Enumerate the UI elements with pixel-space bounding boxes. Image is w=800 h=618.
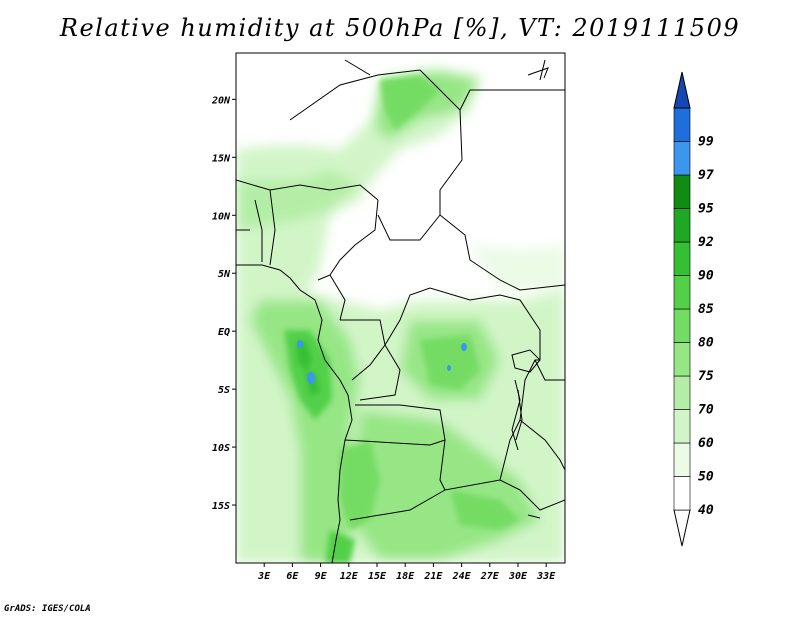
lat-tick-label: 5S [218, 385, 230, 396]
colorbar-swatch [673, 208, 691, 243]
longitude-axis: 3E 6E 9E 12E 15E 18E 21E 24E 27E 30E 33E [257, 563, 556, 582]
colorbar-swatch [673, 275, 691, 310]
colorbar-swatch [673, 241, 691, 276]
lat-tick-label: 10N [212, 211, 231, 222]
colorbar-bottom-arrow [673, 509, 691, 547]
lon-tick-label: 12E [340, 571, 359, 582]
lat-tick-label: 15S [212, 501, 230, 512]
map-frame [235, 52, 566, 564]
lat-tick-label: 5N [218, 269, 231, 280]
colorbar: 40 50 60 70 75 80 85 90 92 95 97 99 [673, 71, 714, 547]
colorbar-swatch [673, 375, 691, 410]
colorbar-swatch [673, 174, 691, 209]
lon-tick-label: 3E [257, 571, 271, 582]
colorbar-label: 92 [698, 235, 714, 250]
colorbar-label: 75 [698, 369, 714, 384]
latitude-axis: 20N 15N 10N 5N EQ 5S 10S 15S [211, 95, 236, 512]
lon-tick-label: 30E [508, 571, 528, 582]
lon-tick-label: 9E [315, 571, 328, 582]
colorbar-label: 99 [698, 135, 714, 150]
grads-credit: GrADS: IGES/COLA [4, 604, 91, 614]
colorbar-swatch [673, 141, 691, 176]
colorbar-swatch [673, 442, 691, 477]
colorbar-label: 70 [698, 403, 714, 418]
colorbar-label: 40 [698, 503, 714, 518]
colorbar-swatch [673, 476, 691, 511]
lon-tick-label: 18E [396, 571, 415, 582]
colorbar-label: 97 [698, 168, 714, 183]
lon-tick-label: 33E [536, 571, 556, 582]
humidity-field [236, 53, 565, 563]
colorbar-label: 80 [698, 336, 714, 351]
colorbar-swatch [673, 107, 691, 142]
colorbar-label: 90 [698, 269, 714, 284]
lat-tick-label: 20N [211, 95, 231, 106]
lat-tick-label: 10S [212, 443, 230, 454]
map-title: Relative humidity at 500hPa [%], VT: 201… [59, 14, 741, 42]
colorbar-swatch [673, 342, 691, 377]
colorbar-label: 50 [698, 470, 714, 485]
colorbar-label: 60 [698, 436, 714, 451]
lat-tick-label: EQ [218, 327, 230, 338]
lon-tick-label: 21E [423, 571, 443, 582]
lon-tick-label: 6E [286, 571, 299, 582]
lon-tick-label: 24E [452, 571, 472, 582]
colorbar-label: 95 [698, 202, 714, 217]
lon-tick-label: 15E [368, 571, 387, 582]
colorbar-swatch [673, 409, 691, 444]
colorbar-label: 85 [698, 302, 714, 317]
colorbar-swatch [673, 308, 691, 343]
lon-tick-label: 27E [480, 571, 500, 582]
colorbar-top-arrow [673, 71, 691, 109]
lat-tick-label: 15N [212, 153, 231, 164]
